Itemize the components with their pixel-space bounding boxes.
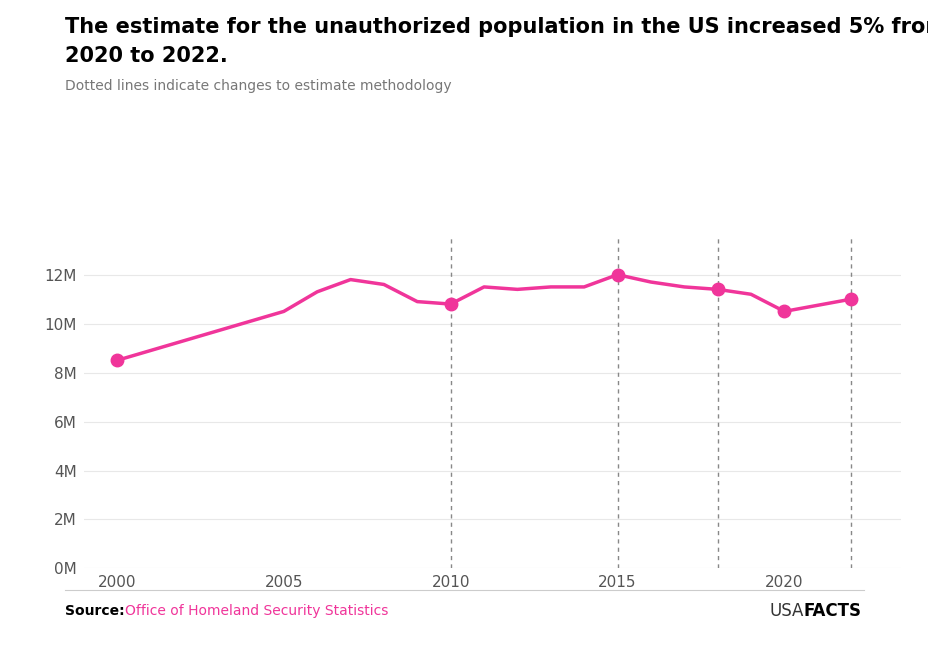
- Text: Dotted lines indicate changes to estimate methodology: Dotted lines indicate changes to estimat…: [65, 79, 451, 93]
- Text: 2020 to 2022.: 2020 to 2022.: [65, 46, 227, 66]
- Text: Office of Homeland Security Statistics: Office of Homeland Security Statistics: [125, 604, 389, 619]
- Text: The estimate for the unauthorized population in the US increased 5% from: The estimate for the unauthorized popula…: [65, 17, 928, 36]
- Text: FACTS: FACTS: [803, 602, 860, 621]
- Text: USA: USA: [768, 602, 803, 621]
- Text: Source:: Source:: [65, 604, 124, 619]
